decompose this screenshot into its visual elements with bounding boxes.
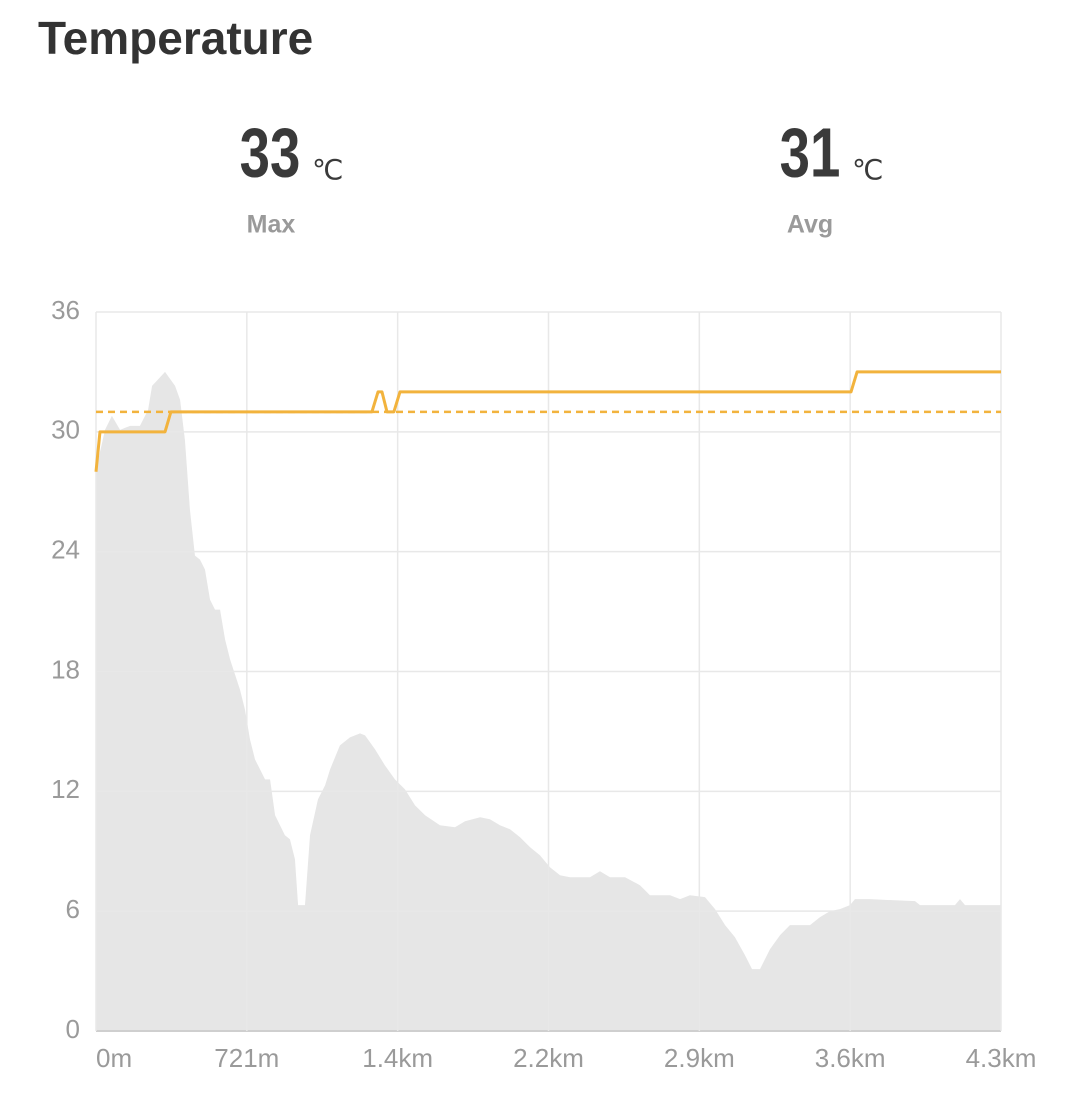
area — [96, 371, 1001, 1032]
page-title: Temperature — [38, 12, 313, 64]
stat-max: 33 ℃ Max — [240, 114, 344, 239]
y-tick-label: 18 — [51, 654, 80, 684]
stat-label: Max — [247, 211, 296, 239]
line — [94, 370, 1001, 472]
chart: 0 6 12 18 24 30 36 0m 721m 1.4km 2.2km 2.9km 3.6km 4.… — [51, 295, 1036, 1073]
y-tick-label: 6 — [66, 894, 80, 924]
x-tick-label: 2.2km — [513, 1043, 584, 1073]
stat-value: 31 — [780, 114, 841, 192]
y-tick-label: 12 — [51, 774, 80, 804]
stat-unit: ℃ — [852, 154, 883, 185]
stat-unit: ℃ — [312, 154, 343, 185]
x-tick-label: 721m — [214, 1043, 279, 1073]
y-tick-label: 30 — [51, 415, 80, 445]
x-tick-label: 1.4km — [362, 1043, 433, 1073]
stat-label: Avg — [787, 211, 833, 239]
x-tick-label: 2.9km — [664, 1043, 735, 1073]
stat-avg: 31 ℃ Avg — [780, 114, 884, 239]
x-tick-label: 4.3km — [966, 1043, 1037, 1073]
y-tick-label: 0 — [66, 1014, 80, 1044]
x-tick-label: 0m — [96, 1043, 132, 1073]
y-tick-label: 36 — [51, 295, 80, 325]
stat-value: 33 — [240, 114, 301, 192]
y-tick-label: 24 — [51, 535, 80, 565]
x-tick-label: 3.6km — [815, 1043, 886, 1073]
